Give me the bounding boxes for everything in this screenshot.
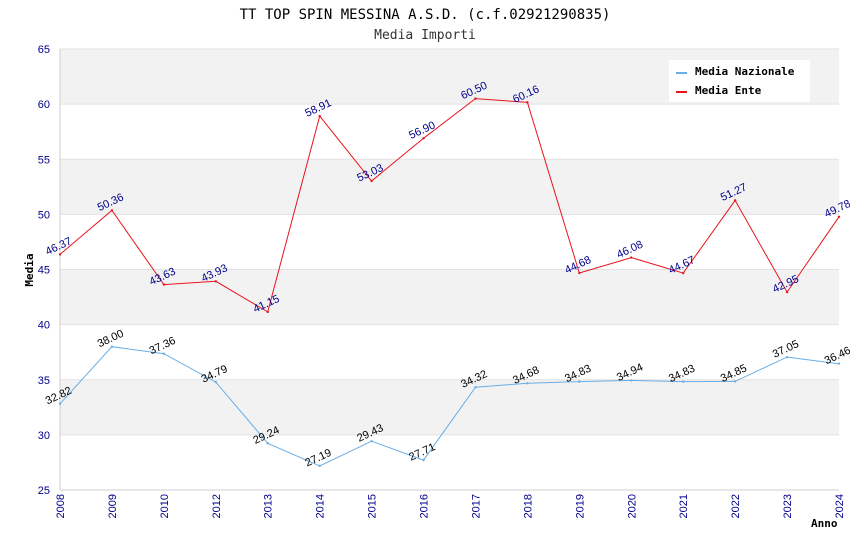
data-point-media-nazionale [370, 439, 373, 443]
y-tick-label: 50 [38, 209, 50, 221]
data-point-media-ente [214, 280, 217, 283]
legend: Media Nazionale Media Ente [669, 60, 810, 102]
legend-label-media-ente: Media Ente [695, 84, 762, 97]
y-tick-label: 60 [38, 99, 50, 111]
y-tick-label: 40 [38, 320, 50, 332]
x-tick-label: 2016 [419, 494, 431, 518]
data-point-media-ente [733, 199, 737, 202]
y-tick-label: 65 [38, 44, 50, 56]
data-point-media-ente [682, 271, 685, 275]
data-point-media-nazionale [422, 458, 425, 462]
y-axis: 25 30 35 40 45 50 55 60 65 [38, 44, 50, 497]
y-tick-label: 25 [38, 485, 50, 497]
data-point-media-nazionale [266, 442, 269, 445]
x-tick-label: 2008 [55, 494, 67, 518]
data-point-media-nazionale [682, 380, 685, 383]
plot-band [60, 379, 839, 435]
data-point-media-nazionale [214, 380, 217, 384]
series-line-media-nazionale [59, 346, 840, 467]
y-tick-label: 45 [38, 265, 50, 277]
data-point-media-ente [526, 101, 529, 104]
x-axis-title: Anno [811, 517, 838, 530]
series-line-media-ente [59, 98, 840, 313]
data-point-media-nazionale [318, 464, 321, 468]
data-point-media-ente [837, 215, 841, 219]
data-point-media-ente [110, 209, 114, 212]
x-tick-label: 2013 [263, 494, 275, 518]
data-point-media-ente [785, 290, 789, 294]
plot-band [60, 104, 839, 160]
data-point-media-nazionale [733, 380, 737, 383]
data-point-media-nazionale [162, 352, 166, 355]
x-tick-label: 2023 [782, 494, 794, 518]
y-tick-label: 35 [38, 375, 50, 387]
chart-subtitle: Media Importi [374, 28, 476, 43]
y-tick-label: 30 [38, 430, 50, 442]
x-tick-label: 2009 [107, 494, 119, 518]
x-tick-label: 2018 [522, 494, 534, 518]
data-point-media-ente [58, 253, 62, 256]
chart-title: TT TOP SPIN MESSINA A.S.D. (c.f.02921290… [240, 7, 611, 23]
data-point-media-ente [578, 271, 581, 275]
data-point-media-nazionale [474, 386, 477, 389]
data-point-media-ente [474, 97, 477, 100]
data-point-media-nazionale [630, 379, 633, 382]
data-point-media-ente [266, 310, 269, 314]
data-point-media-nazionale [58, 402, 62, 405]
data-point-media-ente [630, 256, 633, 259]
x-tick-label: 2019 [574, 494, 586, 518]
x-tick-label: 2014 [315, 494, 327, 518]
data-point-media-nazionale [785, 355, 789, 359]
x-axis: 2008 2009 2010 2012 2013 2014 2015 2016 2017 2018… [55, 494, 846, 518]
x-tick-label: 2017 [470, 494, 482, 518]
x-tick-label: 2024 [834, 494, 846, 518]
data-point-media-ente [370, 179, 373, 183]
plot-band [60, 324, 839, 380]
x-tick-label: 2022 [730, 494, 742, 518]
y-tick-label: 55 [38, 154, 50, 166]
x-tick-label: 2020 [626, 494, 638, 518]
x-tick-label: 2012 [211, 494, 223, 518]
plot-band [60, 214, 839, 270]
data-point-media-ente [422, 137, 425, 140]
plot-band [60, 434, 839, 490]
plot-band [60, 159, 839, 215]
x-tick-label: 2015 [367, 494, 379, 518]
data-point-media-nazionale [110, 345, 114, 348]
y-axis-title: Media [23, 253, 36, 286]
plot-background [59, 48, 839, 491]
data-point-media-nazionale [578, 380, 581, 383]
data-point-media-nazionale [526, 382, 529, 385]
legend-label-media-nazionale: Media Nazionale [695, 65, 795, 78]
legend-box [669, 60, 810, 102]
data-point-media-nazionale [837, 362, 841, 365]
plot-band [60, 269, 839, 325]
data-point-media-ente [318, 114, 321, 118]
x-tick-label: 2021 [678, 494, 690, 518]
x-tick-label: 2010 [159, 494, 171, 518]
data-point-media-ente [162, 283, 166, 286]
